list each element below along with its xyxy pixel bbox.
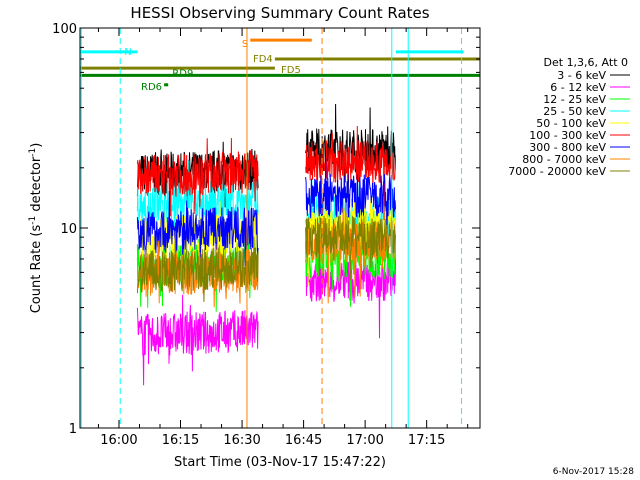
series-line — [305, 103, 396, 199]
series-line — [305, 125, 396, 220]
series-line — [136, 138, 259, 217]
legend-label: 800 - 7000 keV — [522, 153, 606, 166]
y-tick-label: 100 — [52, 22, 77, 37]
x-tick-label: 16:00 — [100, 433, 137, 448]
y-tick-label: 10 — [60, 222, 77, 237]
series-line — [305, 158, 396, 247]
flag-label: RD6 — [141, 82, 162, 93]
x-tick-label: 16:15 — [162, 433, 199, 448]
x-tick-label: 17:15 — [408, 433, 445, 448]
x-axis-label: Start Time (03-Nov-17 15:47:22) — [174, 455, 386, 470]
date-stamp: 6-Nov-2017 15:28 — [553, 467, 635, 477]
legend-label: 50 - 100 keV — [536, 117, 606, 130]
series-line — [305, 215, 396, 281]
legend-label: 3 - 6 keV — [557, 69, 606, 82]
tick-layer: 16:00 16:15 16:30 16:45 17:00 17:15 1 10 100 — [52, 22, 480, 448]
series-line — [136, 294, 259, 386]
y-axis-label: Count Rate (s-1 detector-1) — [28, 143, 44, 314]
legend-label: 25 - 50 keV — [543, 105, 606, 118]
legend-label: 6 - 12 keV — [550, 81, 606, 94]
x-tick-label: 16:45 — [285, 433, 322, 448]
flag-label: N — [124, 47, 131, 58]
chart-title: HESSI Observing Summary Count Rates — [130, 4, 429, 22]
x-tick-label: 16:30 — [223, 433, 260, 448]
legend-label: 12 - 25 keV — [543, 93, 606, 106]
series-line — [136, 190, 259, 283]
series-line — [305, 201, 396, 304]
flag-label: FD5 — [281, 65, 301, 76]
series-line — [136, 230, 259, 302]
legend-label: 100 - 300 keV — [529, 129, 606, 142]
x-tick-label: 17:00 — [346, 433, 383, 448]
legend-label: 7000 - 20000 keV — [508, 165, 606, 178]
data-layer — [136, 103, 396, 386]
flag-layer: N S FD4 FD5 RD9 RD6 — [80, 38, 480, 93]
y-tick-label: 1 — [69, 422, 77, 437]
legend-header: Det 1,3,6, Att 0 — [544, 56, 628, 69]
flag-label: RD9 — [172, 68, 193, 79]
flag-label: S — [242, 39, 248, 50]
legend-label: 300 - 800 keV — [529, 141, 606, 154]
flag-label: FD4 — [253, 54, 273, 65]
